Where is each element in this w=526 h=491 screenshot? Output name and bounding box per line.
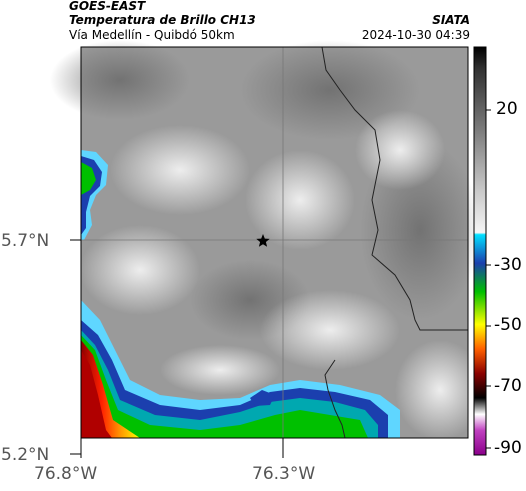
colorbar-label-m90: -90 [494,438,522,458]
colorbar-label-m30: -30 [494,255,522,275]
colorbar-label-m70: -70 [494,376,522,396]
cold-cell-upper-left [81,150,108,240]
colorbar-gradient [473,46,487,456]
admin-border [321,46,468,331]
star-icon [256,234,270,247]
y-tick-label-1: 5.7°N [1,231,50,251]
colorbar-label-m50: -50 [494,315,522,335]
x-tick-label-2: 76.3°W [252,464,316,484]
map-frame [80,46,469,439]
satellite-title: GOES-EAST [69,0,146,13]
region-subtitle: Vía Medellín - Quibdó 50km [69,28,235,42]
timestamp: 2024-10-30 04:39 [361,28,470,42]
cold-cloud-bands [81,300,400,438]
admin-border-south [324,359,346,439]
cloud-texture [50,40,485,440]
x-tick-label-1: 76.8°W [34,464,98,484]
colorbar-label-20: 20 [496,99,518,119]
y-tick-label-2: 5.2°N [1,445,50,465]
product-title: Temperatura de Brillo CH13 [69,13,256,27]
source-label: SIATA [432,13,470,27]
